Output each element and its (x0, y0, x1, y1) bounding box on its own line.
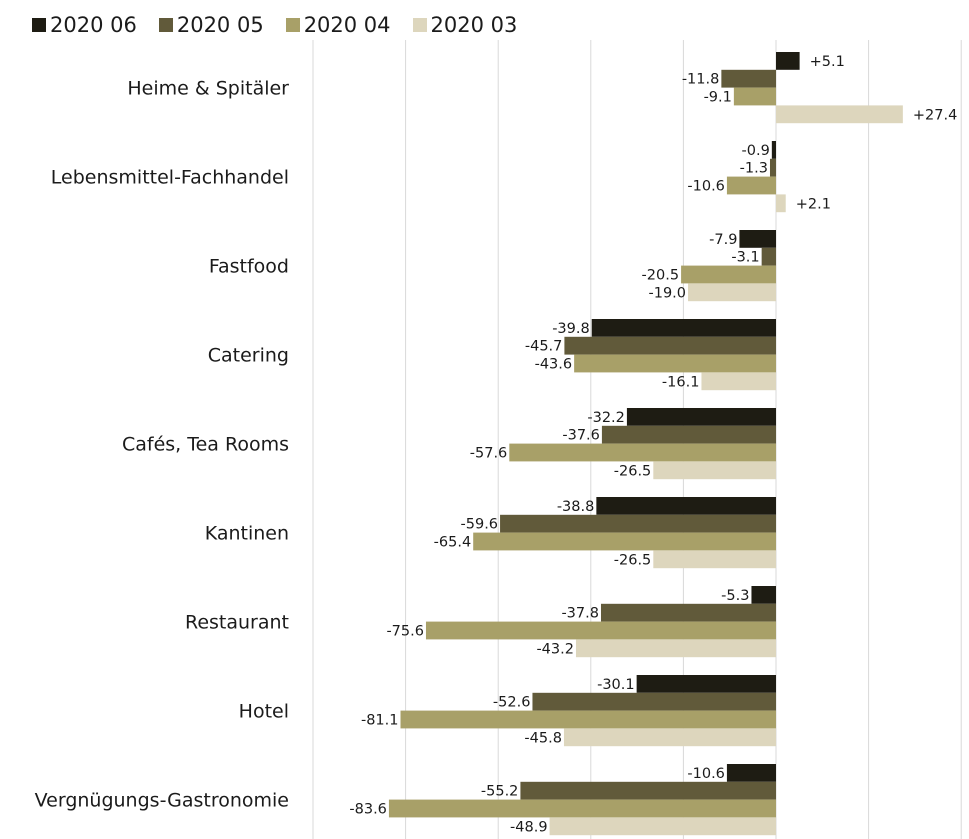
bar (563, 728, 776, 747)
value-label: -37.8 (561, 606, 599, 622)
bar (500, 514, 776, 533)
bar (771, 141, 776, 159)
value-label: -75.6 (386, 624, 424, 640)
bar (600, 603, 776, 622)
bar (653, 550, 776, 569)
category-label: Cafés, Tea Rooms (122, 434, 289, 456)
bar (549, 817, 776, 836)
value-label: +2.1 (796, 196, 831, 212)
value-label: -30.1 (597, 677, 635, 693)
bar (769, 158, 776, 177)
bar (574, 354, 776, 373)
category-label: Hotel (239, 701, 289, 723)
bar (388, 799, 776, 818)
legend-label: 2020 06 (50, 13, 137, 37)
value-label: -45.7 (525, 339, 563, 355)
value-label: -32.2 (587, 410, 625, 426)
category-label: Heime & Spitäler (127, 78, 289, 100)
bar (726, 764, 776, 782)
value-label: -10.6 (687, 766, 725, 782)
legend-label: 2020 04 (303, 13, 391, 37)
category-label: Restaurant (185, 612, 289, 634)
legend-swatch-2020-06 (32, 18, 46, 32)
bar (701, 372, 776, 391)
value-label: -11.8 (682, 72, 720, 88)
value-label: -57.6 (470, 446, 508, 462)
value-label: -39.8 (552, 321, 590, 337)
bar (776, 52, 800, 70)
value-label: +5.1 (810, 54, 845, 70)
value-label: -52.6 (493, 695, 531, 711)
bar (564, 336, 776, 355)
legend-item-2020-04: 2020 04 (285, 13, 391, 37)
value-label: -10.6 (687, 179, 725, 195)
legend-item-2020-05: 2020 05 (158, 13, 264, 37)
value-label: -26.5 (614, 463, 652, 479)
legend-swatch-2020-05 (158, 18, 173, 32)
bar (626, 408, 776, 426)
bar (739, 230, 776, 248)
category-label: Fastfood (209, 256, 289, 278)
chart-legend: 2020 06 2020 05 2020 04 2020 03 (32, 12, 539, 38)
bar (721, 69, 776, 88)
bar (726, 176, 776, 195)
value-label: -55.2 (481, 784, 519, 800)
bar (509, 443, 776, 462)
bar (751, 586, 776, 604)
value-label: -43.2 (536, 641, 574, 657)
category-label: Kantinen (205, 523, 289, 545)
bar (636, 675, 776, 693)
value-label: -37.6 (562, 428, 600, 444)
value-label: +27.4 (913, 107, 957, 123)
bar (733, 87, 776, 106)
bar (596, 497, 776, 515)
value-label: -38.8 (557, 499, 595, 515)
value-label: -5.3 (721, 588, 749, 604)
legend-label: 2020 05 (176, 13, 264, 37)
bar (425, 621, 776, 640)
value-label: -59.6 (461, 517, 499, 533)
value-label: -0.9 (742, 143, 770, 159)
bar (776, 105, 903, 124)
bar (473, 532, 776, 551)
value-label: -65.4 (434, 535, 472, 551)
legend-swatch-2020-04 (285, 18, 300, 32)
bar (575, 639, 776, 658)
value-label: -9.1 (704, 90, 732, 106)
value-label: -20.5 (642, 268, 680, 284)
value-label: -45.8 (524, 730, 562, 746)
bar (761, 247, 776, 266)
bar (520, 781, 776, 800)
value-label: -1.3 (740, 161, 768, 177)
bar (681, 265, 776, 284)
legend-swatch-2020-03 (412, 18, 427, 32)
bar (653, 461, 776, 480)
legend-item-2020-03: 2020 03 (412, 13, 518, 37)
value-label: -16.1 (662, 374, 700, 390)
value-label: -83.6 (349, 802, 387, 818)
bar (400, 710, 776, 729)
bar (776, 194, 786, 213)
bar (591, 319, 776, 337)
legend-item-2020-06: 2020 06 (32, 13, 137, 37)
value-label: -43.6 (535, 357, 573, 373)
value-label: -26.5 (614, 552, 652, 568)
bar (688, 283, 776, 302)
legend-label: 2020 03 (430, 13, 518, 37)
category-label: Catering (208, 345, 289, 367)
value-label: -7.9 (709, 232, 737, 248)
category-label: Vergnügungs-Gastronomie (35, 790, 289, 812)
bar (601, 425, 776, 444)
value-label: -81.1 (361, 713, 399, 729)
value-label: -48.9 (510, 819, 548, 835)
value-label: -3.1 (731, 250, 759, 266)
category-label: Lebensmittel-Fachhandel (51, 167, 289, 189)
value-label: -19.0 (648, 285, 686, 301)
bar (532, 692, 776, 711)
